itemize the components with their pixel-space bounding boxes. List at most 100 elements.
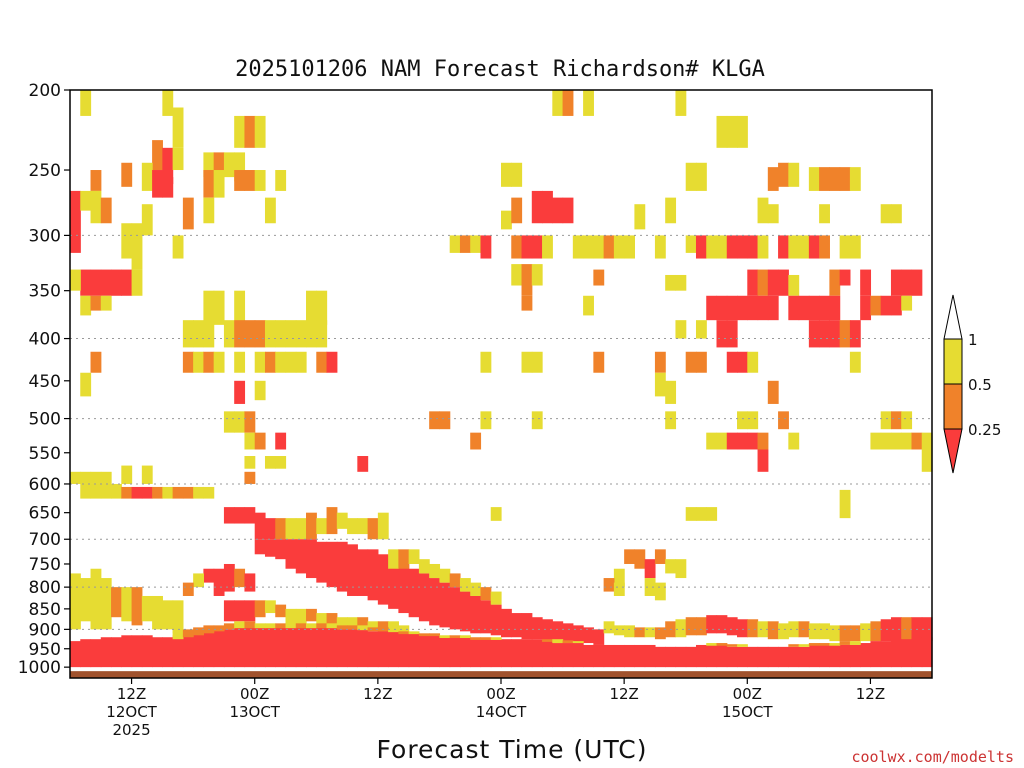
heatmap-cell bbox=[70, 471, 81, 484]
heatmap-cell bbox=[470, 639, 482, 668]
heatmap-cell bbox=[141, 486, 153, 499]
heatmap-cell bbox=[203, 486, 215, 499]
heatmap-cell bbox=[552, 643, 564, 668]
heatmap-cell bbox=[706, 643, 718, 646]
heatmap-cell bbox=[860, 295, 872, 321]
heatmap-cell bbox=[839, 235, 851, 259]
heatmap-cell bbox=[449, 573, 461, 588]
heatmap-cell bbox=[100, 269, 112, 296]
heatmap-cell bbox=[665, 380, 677, 404]
heatmap-cell bbox=[306, 608, 317, 622]
heatmap-cell bbox=[706, 507, 718, 521]
heatmap-cell bbox=[234, 627, 246, 668]
y-tick-label: 900 bbox=[29, 620, 61, 640]
y-tick-label: 550 bbox=[29, 444, 61, 464]
heatmap-cell bbox=[542, 641, 553, 668]
heatmap-cell bbox=[316, 613, 328, 626]
heatmap-cell bbox=[347, 625, 358, 630]
heatmap-cell bbox=[613, 625, 625, 636]
heatmap-cell bbox=[819, 643, 830, 646]
heatmap-cell bbox=[193, 320, 204, 348]
heatmap-cell bbox=[624, 235, 635, 259]
heatmap-cell bbox=[757, 449, 769, 472]
heatmap-cell bbox=[449, 635, 461, 639]
heatmap-cell bbox=[264, 320, 276, 348]
heatmap-cell bbox=[870, 432, 882, 450]
heatmap-cell bbox=[162, 486, 174, 499]
heatmap-cell bbox=[593, 351, 605, 373]
heatmap-cell bbox=[767, 621, 779, 640]
heatmap-cell bbox=[275, 604, 287, 618]
heatmap-cell bbox=[901, 411, 913, 430]
heatmap-cell bbox=[572, 643, 584, 668]
heatmap-cell bbox=[172, 600, 184, 634]
heatmap-cell bbox=[408, 633, 420, 668]
heatmap-cell bbox=[418, 573, 430, 622]
heatmap-cell bbox=[675, 559, 687, 579]
y-tick-label: 750 bbox=[29, 555, 61, 575]
heatmap-cell bbox=[480, 411, 492, 430]
heatmap-cell bbox=[501, 639, 512, 668]
heatmap-cell bbox=[726, 644, 738, 647]
heatmap-cell bbox=[531, 411, 543, 430]
heatmap-cell bbox=[388, 559, 399, 609]
heatmap-cell bbox=[839, 644, 851, 668]
heatmap-cell bbox=[665, 411, 677, 430]
y-tick-label: 450 bbox=[29, 372, 61, 392]
heatmap-cell bbox=[254, 170, 266, 191]
heatmap-cell bbox=[418, 633, 430, 637]
heatmap-cell bbox=[737, 295, 748, 321]
heatmap-cell bbox=[767, 167, 779, 191]
y-tick-label: 850 bbox=[29, 600, 61, 620]
heatmap-cell bbox=[706, 432, 718, 450]
x-tick-label: 14OCT bbox=[476, 703, 527, 721]
heatmap-cell bbox=[767, 295, 779, 321]
heatmap-cell bbox=[572, 235, 584, 259]
heatmap-cell bbox=[316, 623, 328, 629]
x-axis-label: Forecast Time (UTC) bbox=[377, 735, 648, 764]
heatmap-cell bbox=[572, 625, 584, 644]
heatmap-cell bbox=[757, 269, 769, 296]
heatmap-cell bbox=[808, 643, 820, 646]
heatmap-cell bbox=[234, 507, 246, 524]
heatmap-cell bbox=[121, 269, 133, 296]
heatmap-cell bbox=[316, 351, 328, 373]
heatmap-cell bbox=[798, 295, 810, 321]
heatmap-cell bbox=[254, 512, 266, 540]
heatmap-cell bbox=[357, 629, 369, 668]
heatmap-cell bbox=[890, 639, 902, 668]
heatmap-cell bbox=[100, 295, 112, 311]
heatmap-cell bbox=[726, 115, 738, 148]
heatmap-cell bbox=[80, 578, 92, 622]
heatmap-cell bbox=[788, 432, 800, 450]
heatmap-cell bbox=[470, 582, 482, 596]
heatmap-cell bbox=[459, 235, 471, 253]
heatmap-cell bbox=[654, 235, 666, 259]
heatmap-cell bbox=[839, 320, 851, 348]
heatmap-cell bbox=[788, 295, 800, 321]
heatmap-cell bbox=[695, 320, 707, 339]
heatmap-cell bbox=[490, 637, 502, 640]
heatmap-cell bbox=[306, 512, 317, 540]
heatmap-cell bbox=[223, 629, 235, 668]
heatmap-cell bbox=[808, 623, 820, 640]
heatmap-cell bbox=[213, 290, 225, 325]
heatmap-cell bbox=[819, 644, 830, 668]
heatmap-cell bbox=[521, 639, 533, 668]
heatmap-cell bbox=[141, 635, 153, 668]
heatmap-cell bbox=[480, 351, 492, 373]
heatmap-cell bbox=[244, 115, 256, 148]
heatmap-cell bbox=[254, 600, 266, 618]
heatmap-cell bbox=[182, 582, 194, 596]
heatmap-cell bbox=[613, 582, 625, 596]
heatmap-cell bbox=[911, 637, 923, 668]
heatmap-cell bbox=[357, 625, 369, 631]
heatmap-cell bbox=[223, 563, 235, 592]
heatmap-cell bbox=[747, 351, 759, 373]
heatmap-cell bbox=[285, 539, 297, 569]
heatmap-cell bbox=[901, 639, 913, 668]
heatmap-cell bbox=[90, 483, 102, 499]
heatmap-cell bbox=[839, 625, 851, 642]
heatmap-cell bbox=[100, 471, 112, 484]
heatmap-cell bbox=[264, 627, 276, 668]
